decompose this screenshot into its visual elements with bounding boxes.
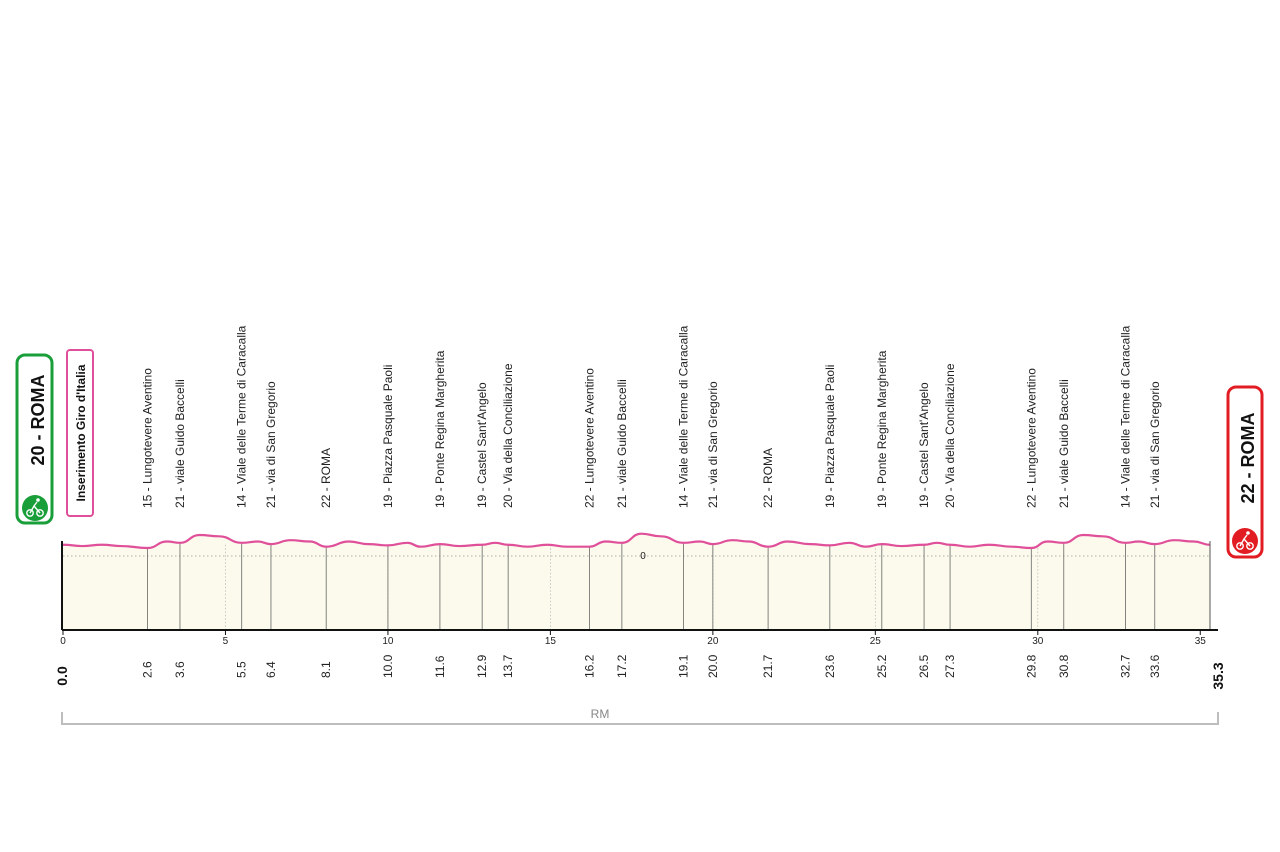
start-box-label: 20 - ROMA [28, 374, 48, 465]
x-tick-label: 20 [707, 636, 719, 647]
start-km-label: 0.0 [54, 666, 70, 686]
start-cyclist-icon [22, 495, 48, 521]
waypoint-km: 32.7 [1119, 654, 1133, 678]
waypoint-km: 17.2 [615, 654, 629, 678]
waypoint-label: 20 - Via della Conciliazione [943, 363, 957, 508]
profile-fill-area [63, 533, 1210, 630]
waypoint-label: 14 - Viale delle Terme di Caracalla [1119, 325, 1133, 508]
waypoint-label: 21 - viale Guido Baccelli [173, 379, 187, 508]
finish-cyclist-icon [1232, 528, 1258, 554]
waypoint-labels: 15 - Lungotevere Aventino 2.6 21 - viale G… [140, 325, 1161, 678]
waypoint-km: 30.8 [1057, 654, 1071, 678]
waypoint-lines [147, 542, 1156, 630]
waypoint-label: 21 - via di San Gregorio [1148, 381, 1162, 508]
x-tick-label: 35 [1195, 636, 1207, 647]
waypoint-km: 6.4 [264, 661, 278, 678]
finish-km-label: 35.3 [1210, 662, 1226, 689]
region-bracket [61, 712, 1219, 725]
waypoint-label: 14 - Viale delle Terme di Caracalla [235, 325, 249, 508]
waypoint-label: 20 - Via della Conciliazione [501, 363, 515, 508]
profile-line [62, 532, 1211, 550]
x-axis-ticks: 0 5 10 15 20 25 30 35 [60, 630, 1206, 647]
note-box: Inserimento Giro d'Italia [66, 349, 94, 517]
waypoint-label: 15 - Lungotevere Aventino [140, 368, 154, 508]
waypoint-km: 25.2 [875, 654, 889, 678]
waypoint-label: 21 - viale Guido Baccelli [1057, 379, 1071, 508]
waypoint-label: 19 - Castel Sant'Angelo [917, 382, 931, 508]
note-box-label: Inserimento Giro d'Italia [74, 364, 88, 501]
finish-box-label: 22 - ROMA [1238, 412, 1258, 503]
waypoint-km: 13.7 [501, 654, 515, 678]
waypoint-label: 19 - Piazza Pasquale Paoli [381, 365, 395, 508]
x-tick-label: 25 [870, 636, 882, 647]
x-tick-label: 10 [382, 636, 394, 647]
waypoint-km: 20.0 [706, 654, 720, 678]
waypoint-km: 2.6 [140, 661, 154, 678]
x-tick-label: 30 [1032, 636, 1044, 647]
waypoint-km: 19.1 [677, 654, 691, 678]
y-tick-zero: 0 [640, 551, 646, 562]
waypoint-km: 11.6 [433, 655, 447, 678]
waypoint-label: 22 - ROMA [761, 448, 775, 508]
waypoint-km: 16.2 [582, 654, 596, 678]
waypoint-km: 33.6 [1148, 654, 1162, 678]
waypoint-label: 21 - via di San Gregorio [706, 381, 720, 508]
waypoint-label: 21 - viale Guido Baccelli [615, 379, 629, 508]
waypoint-label: 22 - ROMA [319, 448, 333, 508]
waypoint-label: 14 - Viale delle Terme di Caracalla [677, 325, 691, 508]
waypoint-label: 19 - Ponte Regina Margherita [875, 350, 889, 508]
waypoint-label: 22 - Lungotevere Aventino [1024, 368, 1038, 508]
waypoint-label: 19 - Ponte Regina Margherita [433, 350, 447, 508]
waypoint-km: 27.3 [943, 654, 957, 678]
waypoint-km: 12.9 [475, 654, 489, 678]
waypoint-km: 10.0 [381, 654, 395, 678]
waypoint-km: 8.1 [319, 661, 333, 678]
waypoint-label: 21 - via di San Gregorio [264, 381, 278, 508]
x-tick-label: 0 [60, 636, 66, 647]
waypoint-label: 19 - Castel Sant'Angelo [475, 382, 489, 508]
start-box: 20 - ROMA [15, 353, 54, 525]
waypoint-label: 22 - Lungotevere Aventino [582, 368, 596, 508]
waypoint-km: 26.5 [917, 654, 931, 678]
waypoint-km: 5.5 [235, 661, 249, 678]
x-tick-label: 15 [545, 636, 557, 647]
waypoint-label: 19 - Piazza Pasquale Paoli [823, 365, 837, 508]
waypoint-km: 29.8 [1024, 654, 1038, 678]
waypoint-km: 21.7 [761, 654, 775, 678]
region-label: RM [591, 707, 610, 721]
waypoint-km: 3.6 [173, 661, 187, 678]
x-tick-label: 5 [223, 636, 229, 647]
finish-box: 22 - ROMA [1226, 385, 1264, 559]
waypoint-km: 23.6 [823, 654, 837, 678]
